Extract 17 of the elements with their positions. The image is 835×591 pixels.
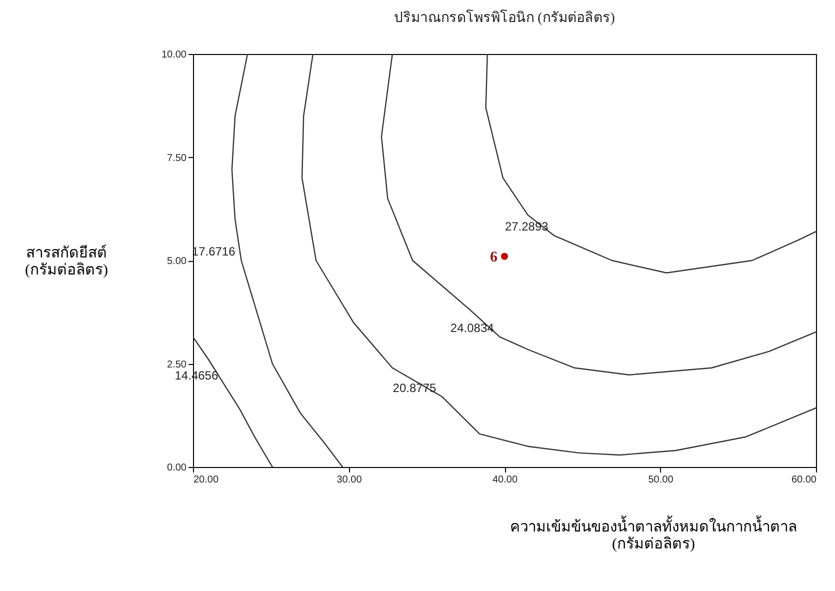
line-series (301, 54, 816, 456)
x-tick-label: 20.00 (194, 474, 219, 486)
line-series (485, 54, 816, 274)
chart-title: ปริมาณกรดโพรพิโอนิก (กรัมต่อลิตร) (394, 9, 616, 26)
x-tick-label: 40.00 (492, 474, 518, 486)
y-axis-title: สารสกัดยีสต์ (กรัมต่อลิตร) (25, 244, 108, 278)
y-tick-label: 0.00 (167, 462, 187, 474)
y-tick-label: 2.50 (167, 359, 187, 370)
x-tick-label: 60.00 (791, 474, 817, 486)
line-series (380, 54, 816, 376)
x-axis-title: ความเข้มข้นของน้ำตาลทั้งหมดในกากน้ำตาล (กรัมต่อลิตร) (510, 516, 797, 552)
y-tick-label: 10.00 (161, 50, 187, 60)
annotation: 6 (490, 249, 498, 266)
x-tick-label: 50.00 (648, 474, 674, 486)
y-tick-label: 5.00 (167, 256, 187, 267)
x-tick-label: 30.00 (336, 474, 362, 486)
y-tick-label: 7.50 (167, 152, 187, 164)
